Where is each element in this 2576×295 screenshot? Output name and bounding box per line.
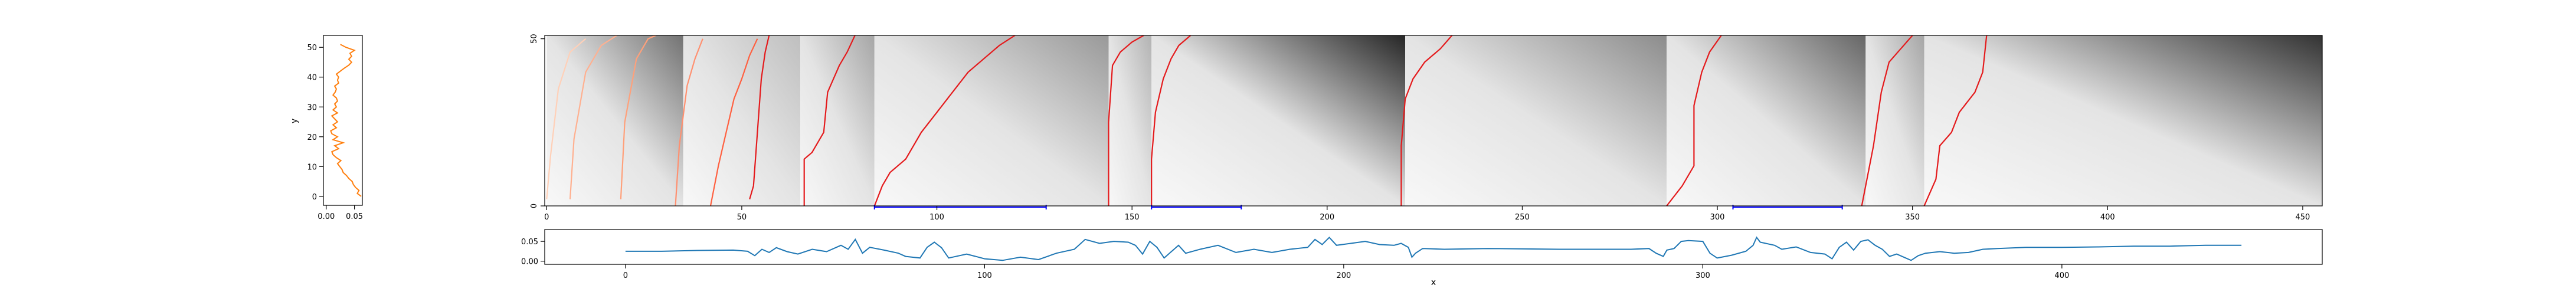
heatmap-frame (544, 35, 2323, 206)
left-y-axis-label: y (290, 119, 299, 123)
left-y-tick-label: 10 (307, 163, 317, 172)
alignment-path-line (620, 35, 656, 199)
bottom-x-tick-label: 0 (623, 271, 628, 280)
bottom-x-tick-label: 400 (2054, 271, 2069, 280)
left-panel-frame (323, 35, 363, 206)
heatmap-segment (1924, 35, 2322, 206)
left-x-tick-label: 0.00 (318, 212, 335, 221)
heatmap-segment (1151, 35, 1406, 206)
heatmap-segment (1865, 35, 1924, 206)
left-y-tick-label: 50 (307, 44, 317, 53)
alignment-path-line (1400, 35, 1453, 206)
alignment-path-line (1151, 35, 1192, 206)
bottom-x-tick-label: 100 (977, 271, 992, 280)
bottom-y-tick-label: 0.00 (521, 258, 538, 267)
heatmap-segment (683, 35, 801, 206)
heatmap-y-tick-label: 0 (530, 204, 539, 208)
alignment-path-line (803, 35, 856, 206)
alignment-path-line (675, 38, 703, 206)
bottom-y-tick-label: 0.05 (521, 238, 538, 247)
heatmap-segment (546, 35, 683, 206)
alignment-path-line (569, 35, 617, 199)
heatmap-x-tick-label: 150 (1125, 213, 1140, 222)
bottom-x-tick-label: 200 (1336, 271, 1351, 280)
heatmap-y-tick-label: 50 (530, 34, 539, 44)
heatmap-x-tick-label: 200 (1320, 213, 1334, 222)
heatmap-segment (874, 35, 1109, 206)
heatmap-x-tick-label: 250 (1515, 213, 1530, 222)
heatmap-image (546, 35, 2322, 206)
left-y-tick-label: 0 (312, 193, 317, 202)
heatmap-x-tick-label: 100 (929, 213, 944, 222)
alignment-path-line (709, 38, 758, 206)
heatmap-x-tick-label: 0 (544, 213, 549, 222)
left-x-tick-label: 0.05 (346, 212, 363, 221)
left-y-tick-label: 20 (307, 133, 317, 142)
left-y-tick-label: 30 (307, 103, 317, 112)
left-y-tick-label: 40 (307, 74, 317, 83)
heatmap-panel: 0 50 100 150 200 250 300 350 400 450 0 50 (530, 34, 2323, 222)
alignment-path-line (749, 35, 770, 200)
heatmap-x-tick-label: 350 (1905, 213, 1920, 222)
bottom-x-axis-label: x (1431, 278, 1436, 287)
alignment-path-line (873, 35, 1016, 206)
alignment-path-line (546, 38, 587, 199)
heatmap-x-tick-label: 450 (2296, 213, 2310, 222)
bottom-series-line (625, 236, 2242, 261)
alignment-path-line (1923, 35, 1988, 206)
left-series-line (330, 44, 362, 197)
heatmap-x-tick-label: 300 (1710, 213, 1725, 222)
heatmap-segment (800, 35, 875, 206)
heatmap-x-tick-label: 400 (2100, 213, 2115, 222)
bottom-line-panel: 0 100 200 300 400 0.00 0.05 x (521, 229, 2323, 287)
left-line-panel: 0.00 0.05 0 10 20 30 40 50 y (290, 35, 363, 221)
bottom-panel-frame (544, 229, 2323, 265)
alignment-path-line (1108, 35, 1144, 206)
alignment-path-line (1666, 35, 1722, 206)
heatmap-x-tick-label: 50 (737, 213, 747, 222)
heatmap-segment (1108, 35, 1152, 206)
heatmap-segment (1667, 35, 1866, 206)
heatmap-segment (1405, 35, 1667, 206)
alignment-path-line (1861, 35, 1913, 206)
bottom-x-tick-label: 300 (1695, 271, 1710, 280)
